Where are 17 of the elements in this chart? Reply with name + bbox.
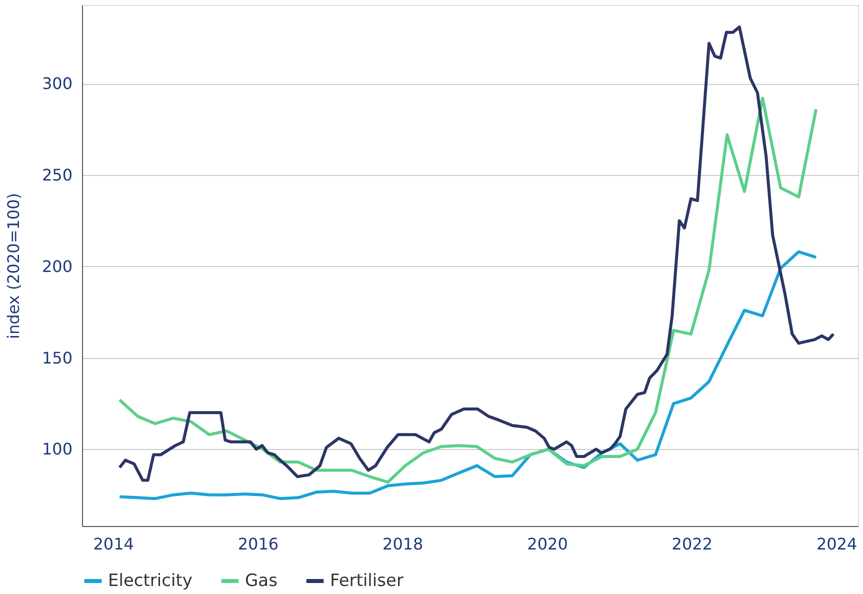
y-tick-label: 150: [42, 348, 72, 368]
y-axis-title: index (2020=100): [4, 192, 23, 340]
legend-label: Fertiliser: [330, 571, 404, 591]
legend-label: Electricity: [108, 571, 192, 591]
x-tick-label: 2014: [93, 534, 134, 554]
line-series: [118, 96, 818, 484]
legend-label: Gas: [245, 571, 278, 591]
x-tick-label: 2018: [382, 534, 424, 554]
y-tick-label: 100: [42, 440, 72, 459]
x-tick-label: 2016: [238, 534, 279, 554]
line-series: [118, 25, 835, 482]
x-tick-label: 2024: [816, 534, 858, 554]
y-tick-label: 250: [42, 166, 72, 185]
y-tick-label: 200: [42, 256, 72, 276]
x-tick-label: 2022: [672, 534, 713, 554]
x-tick-label: 2020: [527, 534, 568, 554]
y-tick-label: 300: [42, 74, 72, 94]
